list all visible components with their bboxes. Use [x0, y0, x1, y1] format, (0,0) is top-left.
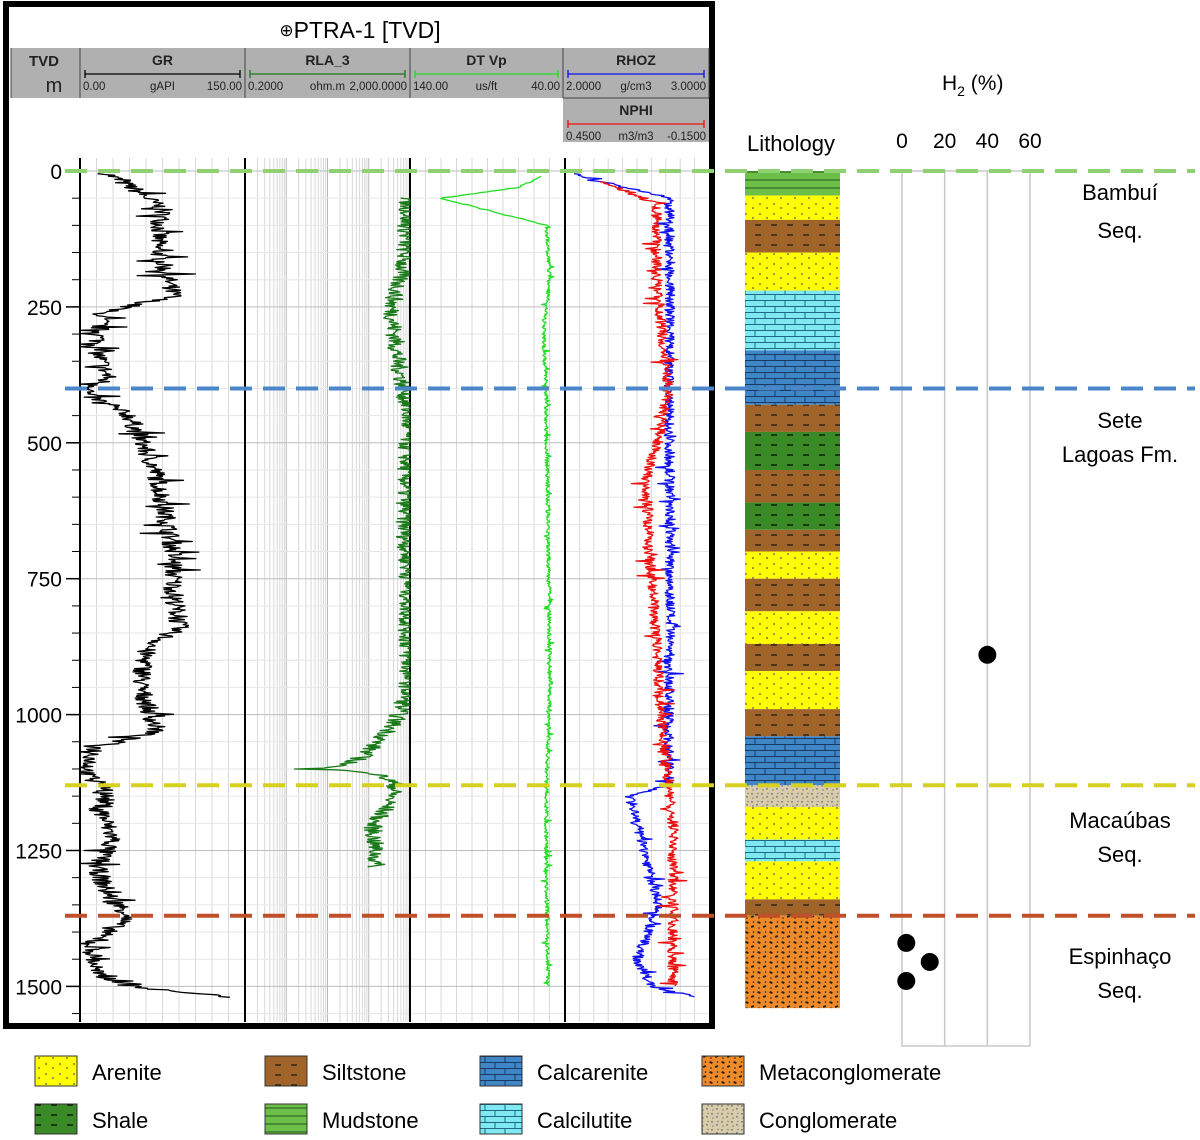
- depth-tick-label: 1250: [15, 841, 62, 864]
- depth-tick-label: 0: [50, 161, 62, 184]
- depth-header-label: TVD: [29, 53, 59, 70]
- unit-labels: Bambuí Seq. Sete Lagoas Fm. Macaúbas Seq. Espi…: [1062, 180, 1178, 1003]
- legend-swatch-arenite: [35, 1056, 77, 1086]
- h2-axis-label: H2 (%): [942, 72, 1003, 99]
- log-panel-frame: [6, 4, 712, 1026]
- legend-swatch-cong: [702, 1104, 744, 1134]
- track-scale-max: 40.00: [531, 81, 560, 93]
- h2-sample-point: [897, 934, 915, 952]
- track-scale-unit: g/cm3: [620, 81, 651, 93]
- legend-label: Shale: [92, 1108, 148, 1133]
- unit-label: Seq.: [1097, 218, 1142, 243]
- well-marker-icon: ⊕: [279, 21, 293, 40]
- depth-header-unit: m: [46, 75, 63, 97]
- lithology-interval-arenite: [745, 611, 840, 644]
- lithology-interval-siltstone: [745, 405, 840, 432]
- depth-tick-label: 750: [27, 569, 62, 592]
- depth-tick-label: 1500: [15, 976, 62, 999]
- h2-sample-point: [921, 953, 939, 971]
- lithology-label: Lithology: [747, 131, 835, 156]
- depth-tick-label: 1000: [15, 705, 62, 728]
- lithology-column: [745, 171, 840, 1008]
- h2-label-suffix: (%): [965, 72, 1004, 95]
- h2-tick-label: 40: [976, 130, 999, 153]
- lithology-interval-arenite: [745, 807, 840, 840]
- lithology-interval-arenite: [745, 552, 840, 579]
- track-scale-unit: gAPI: [150, 81, 175, 93]
- lithology-interval-siltstone: [745, 470, 840, 503]
- track-scale-min: 0.00: [83, 81, 105, 93]
- track-scale-max: 2,000.0000: [349, 81, 407, 93]
- legend-label: Calcilutite: [537, 1108, 632, 1133]
- track-scale-min: 0.2000: [248, 81, 283, 93]
- track-scale-min: 0.4500: [566, 131, 601, 143]
- legend-label: Calcarenite: [537, 1060, 648, 1085]
- unit-label: Macaúbas: [1069, 808, 1171, 833]
- legend-swatch-calcarenite: [480, 1056, 522, 1086]
- h2-tick-label: 60: [1018, 130, 1041, 153]
- lithology-interval-arenite: [745, 671, 840, 709]
- track-header-name: NPHI: [619, 102, 652, 118]
- lithology-interval-shale: [745, 432, 840, 470]
- track-header-name: RLA_3: [305, 52, 350, 68]
- track-scale-max: -0.1500: [667, 131, 706, 143]
- legend-label: Metaconglomerate: [759, 1060, 941, 1085]
- lithology-interval-calcarenite: [745, 350, 840, 404]
- track-scale-min: 2.0000: [566, 81, 601, 93]
- unit-label: Espinhaço: [1069, 944, 1172, 969]
- track-scale-unit: us/ft: [476, 81, 499, 93]
- track-scale-unit: ohm.m: [310, 81, 345, 93]
- unit-label: Sete: [1097, 408, 1142, 433]
- lithology-interval-siltstone: [745, 899, 840, 915]
- lithology-interval-siltstone: [745, 709, 840, 736]
- lithology-interval-arenite: [745, 195, 840, 219]
- lithology-interval-metaconglomerate: [745, 916, 840, 1008]
- lithology-interval-calcarenite: [745, 736, 840, 785]
- lithology-interval-arenite: [745, 861, 840, 899]
- track-scale-unit: m3/m3: [618, 131, 653, 143]
- h2-label-h: H: [942, 72, 957, 95]
- track-scale-max: 150.00: [207, 81, 242, 93]
- lithology-interval-conglomerate: [745, 785, 840, 807]
- lithology-interval-calcilutite: [745, 291, 840, 351]
- h2-track: 0 20 40 60: [896, 130, 1042, 1046]
- legend-label: Arenite: [92, 1060, 162, 1085]
- lithology-interval-siltstone: [745, 220, 840, 253]
- lithology-interval-shale: [745, 503, 840, 530]
- lithology-interval-siltstone: [745, 579, 840, 612]
- depth-tick-label: 250: [27, 297, 62, 320]
- lithology-interval-calcilutite: [745, 840, 840, 862]
- lithology-interval-siltstone: [745, 644, 840, 671]
- legend-label: Siltstone: [322, 1060, 406, 1085]
- legend: Arenite Siltstone Calcarenite Metaconglomer…: [35, 1056, 941, 1134]
- unit-label: Bambuí: [1082, 180, 1158, 205]
- track-header-name: RHOZ: [616, 52, 656, 68]
- track-scale-min: 140.00: [413, 81, 448, 93]
- legend-swatch-shale: [35, 1104, 77, 1134]
- depth-tick-label: 500: [27, 433, 62, 456]
- track-header-name: DT Vp: [466, 52, 506, 68]
- legend-swatch-metacong: [702, 1056, 744, 1086]
- unit-label: Seq.: [1097, 842, 1142, 867]
- unit-label: Seq.: [1097, 978, 1142, 1003]
- lithology-interval-arenite: [745, 253, 840, 291]
- unit-label: Lagoas Fm.: [1062, 442, 1178, 467]
- h2-label-subscript: 2: [957, 83, 965, 99]
- lithology-interval-mudstone: [745, 171, 840, 195]
- legend-swatch-mudstone: [265, 1104, 307, 1134]
- h2-sample-point: [897, 972, 915, 990]
- h2-tick-label: 20: [933, 130, 956, 153]
- h2-tick-label: 0: [896, 130, 908, 153]
- track-scale-max: 3.0000: [671, 81, 706, 93]
- track-header-name: GR: [152, 52, 173, 68]
- legend-label: Conglomerate: [759, 1108, 897, 1133]
- panel-title: ⊕PTRA-1 [TVD]: [279, 17, 440, 43]
- panel-title-text: PTRA-1 [TVD]: [294, 17, 441, 43]
- legend-swatch-siltstone: [265, 1056, 307, 1086]
- lithology-interval-siltstone: [745, 530, 840, 552]
- legend-swatch-calcilutite: [480, 1104, 522, 1134]
- legend-label: Mudstone: [322, 1108, 419, 1133]
- h2-sample-point: [978, 646, 996, 664]
